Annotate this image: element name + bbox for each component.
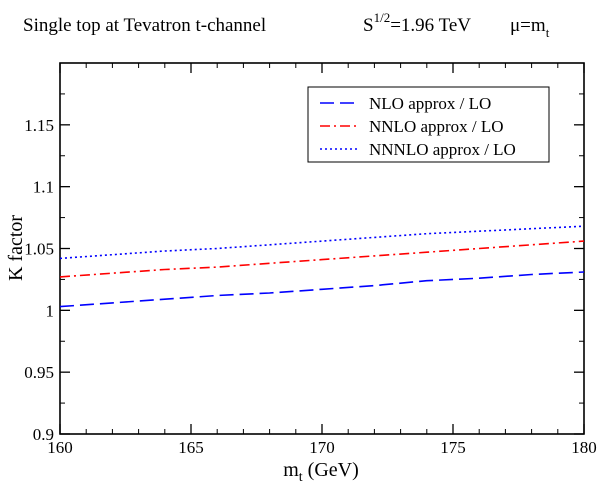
energy-value: =1.96 TeV <box>390 15 471 36</box>
x-axis-label-subscript: t <box>299 470 303 484</box>
y-tick-label: 1.1 <box>33 178 54 197</box>
legend-label-nnlo-approx-lo: NNLO approx / LO <box>369 117 504 136</box>
y-axis-label: K factor <box>5 215 27 281</box>
series-line-nnlo-approx-lo <box>59 240 585 278</box>
energy-label: S1/2=1.96 TeV <box>363 10 471 36</box>
legend-label-nlo-approx-lo: NLO approx / LO <box>369 94 491 113</box>
energy-superscript: 1/2 <box>374 10 391 25</box>
x-tick-label: 160 <box>47 438 73 457</box>
y-tick-label: 1.05 <box>24 240 54 259</box>
scale-prefix: μ=m <box>510 15 546 36</box>
title-main: Single top at Tevatron t-channel <box>23 15 266 36</box>
x-tick-label: 170 <box>309 438 335 457</box>
y-axis-ticks: 0.9 0.95 1 1.05 1.1 1.15 <box>24 93 584 444</box>
x-tick-label: 180 <box>571 438 597 457</box>
legend-box <box>307 86 550 163</box>
legend: NLO approx / LO NNLO approx / LO NNNLO app… <box>307 86 550 163</box>
y-tick-label: 1.15 <box>24 116 54 135</box>
x-tick-label: 165 <box>178 438 204 457</box>
energy-prefix: S <box>363 15 374 36</box>
chart-title: Single top at Tevatron t-channel <box>23 15 266 36</box>
y-tick-label: 1 <box>46 301 55 320</box>
series-line-nlo-approx-lo <box>59 271 585 308</box>
scale-label: μ=mt <box>510 15 550 40</box>
x-axis-label-suffix: (GeV) <box>303 459 359 481</box>
x-axis-label-main: m <box>283 459 299 481</box>
y-tick-label: 0.9 <box>33 425 54 444</box>
y-tick-label: 0.95 <box>24 363 54 382</box>
legend-label-nnnlo-approx-lo: NNNLO approx / LO <box>369 140 516 159</box>
x-axis-ticks: 160 165 170 175 180 <box>47 63 597 457</box>
series-layer <box>59 225 585 308</box>
x-axis-label: mt (GeV) <box>283 459 359 484</box>
x-tick-label: 175 <box>440 438 466 457</box>
series-line-nnnlo-approx-lo <box>59 225 585 260</box>
legend-entries: NLO approx / LO NNLO approx / LO NNNLO app… <box>320 94 516 159</box>
scale-subscript: t <box>546 25 550 40</box>
